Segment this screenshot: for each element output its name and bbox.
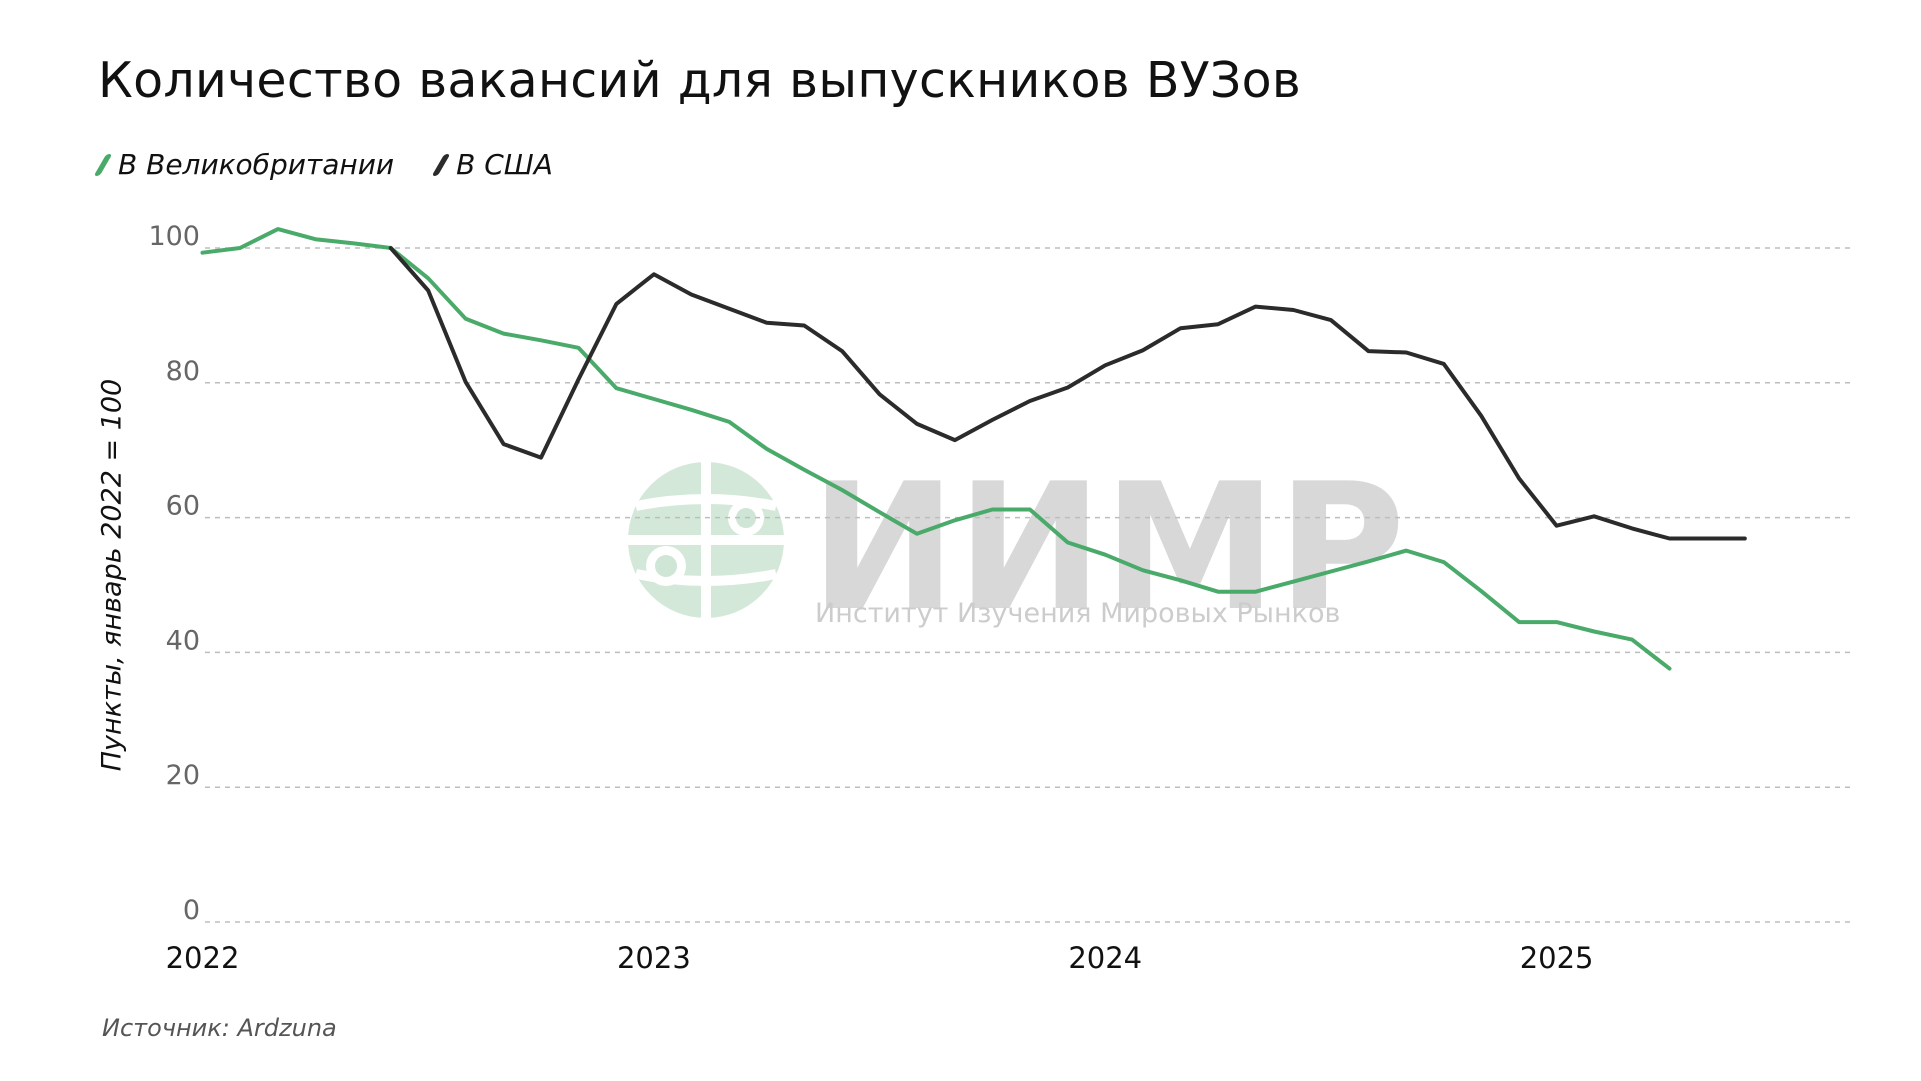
y-tick-label: 20 xyxy=(166,760,200,791)
x-tick-label: 2025 xyxy=(1520,941,1594,975)
y-tick-label: 80 xyxy=(166,356,200,387)
x-axis-ticks: 2022 2023 2024 2025 xyxy=(166,941,1594,975)
legend: В Великобритании В США xyxy=(93,148,553,181)
series-line-us xyxy=(388,246,1747,541)
x-tick-label: 2022 xyxy=(166,941,240,975)
series-lines xyxy=(200,227,1747,671)
legend-item-uk: В Великобритании xyxy=(93,148,395,181)
x-tick-label: 2024 xyxy=(1068,941,1142,975)
source-note: Источник: Ardzuna xyxy=(102,1014,337,1042)
series-line-uk xyxy=(200,227,1672,671)
y-tick-label: 0 xyxy=(183,895,200,926)
chart-title: Количество вакансий для выпускников ВУЗо… xyxy=(98,52,1302,109)
watermark-title: ИИМР xyxy=(810,447,1405,650)
y-tick-label: 60 xyxy=(166,491,200,522)
grid xyxy=(205,247,1850,923)
x-tick-label: 2023 xyxy=(617,941,691,975)
globe-icon xyxy=(628,462,784,618)
watermark-subtitle: Институт Изучения Мировых Рынков xyxy=(815,598,1340,629)
y-tick-label: 40 xyxy=(166,625,200,656)
y-axis-ticks: 0 20 40 60 80 100 xyxy=(148,221,200,926)
y-tick-label: 100 xyxy=(148,221,200,252)
legend-item-us: В США xyxy=(431,148,553,181)
legend-label-us: В США xyxy=(456,148,553,181)
watermark: ИИМР Институт Изучения Мировых Рынков xyxy=(628,447,1405,650)
legend-label-uk: В Великобритании xyxy=(118,148,395,181)
